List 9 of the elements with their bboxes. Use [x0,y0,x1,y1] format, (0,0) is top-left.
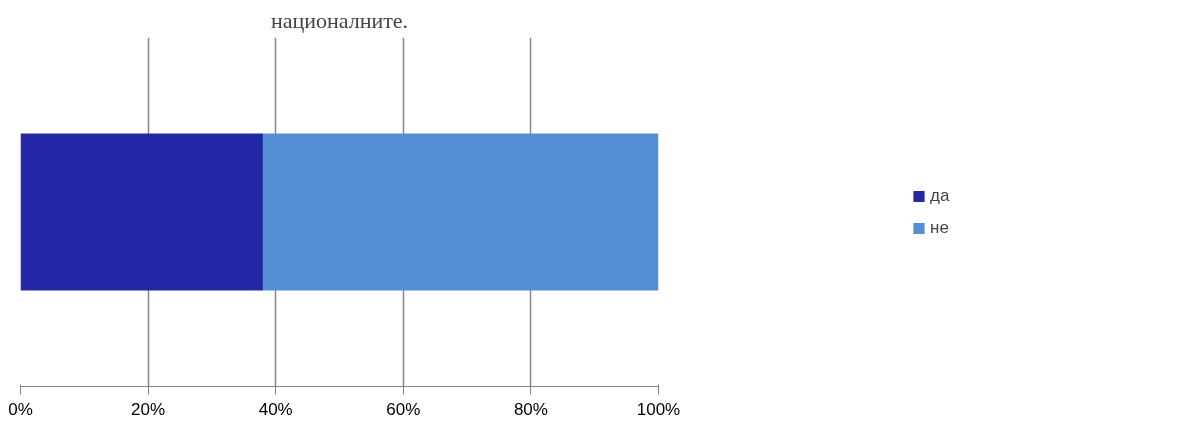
legend-label: да [930,185,950,206]
x-tick-label: 0% [8,399,33,419]
x-tick-label: 60% [386,399,421,419]
x-tick-label: 20% [131,399,166,419]
x-tick-label: 80% [513,399,548,419]
x-tick-label: 100% [636,399,681,419]
legend-label: не [930,217,950,238]
x-tick-label: 40% [258,399,293,419]
chart-title: националните. [270,7,409,33]
